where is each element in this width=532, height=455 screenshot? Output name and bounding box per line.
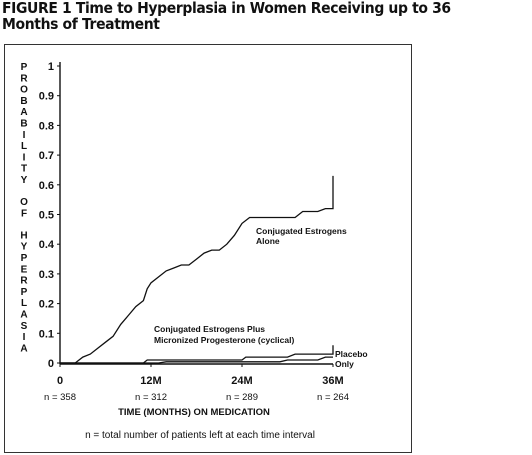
- x-tick-label: 12M: [140, 375, 161, 387]
- y-axis-label-letter: L: [21, 141, 27, 152]
- series-label-estrogens-alone: Alone: [256, 236, 280, 246]
- series-label-estrogens-plus-progesterone: Conjugated Estrogens Plus: [154, 324, 265, 334]
- y-tick-label: 0.3: [39, 269, 54, 281]
- y-axis-label-letter: E: [21, 264, 28, 275]
- y-tick-labels: 1 0.9 0.8 0.7 0.6 0.5 0.4 0.3 0.2 0.1 0: [39, 61, 60, 370]
- y-axis-label-letter: A: [20, 309, 27, 320]
- y-axis-label-letter: O: [20, 85, 28, 96]
- figure-title: FIGURE 1 Time to Hyperplasia in Women Re…: [2, 0, 451, 33]
- y-axis-label-letter: P: [21, 62, 28, 73]
- y-tick-label: 0.4: [39, 239, 55, 251]
- x-tick-label: 24M: [231, 375, 252, 387]
- y-axis-label-letter: B: [20, 119, 27, 130]
- series-placebo-line: [60, 356, 333, 364]
- y-tick-label: 0.1: [39, 328, 54, 340]
- y-tick-label: 0.2: [39, 299, 54, 311]
- series-label-estrogens-alone: Conjugated Estrogens: [256, 226, 347, 236]
- figure-frame: [4, 44, 412, 453]
- y-tick-label: 0.8: [39, 120, 54, 132]
- series-lines: [60, 175, 334, 364]
- y-tick-label: 1: [48, 61, 54, 73]
- y-axis-label-letter: I: [23, 152, 26, 163]
- x-tick-n-count: n = 264: [317, 392, 349, 403]
- x-tick-label: 0: [57, 375, 63, 387]
- x-axis-label: TIME (MONTHS) ON MEDICATION: [118, 407, 270, 418]
- y-axis-label-letter: R: [20, 73, 28, 84]
- y-tick-label: 0.9: [39, 91, 54, 103]
- x-tick-n-count: n = 289: [226, 392, 258, 403]
- footnote: n = total number of patients left at eac…: [85, 430, 315, 441]
- series-label-placebo: Only: [335, 359, 354, 369]
- series-estrogens-plus-progesterone-line: [60, 345, 334, 364]
- y-axis-label-letter: I: [23, 130, 26, 141]
- y-axis-label-letter: F: [21, 208, 27, 219]
- series-label-estrogens-plus-progesterone: Micronized Progesterone (cyclical): [154, 335, 294, 345]
- y-axis-label-letter: A: [20, 107, 27, 118]
- y-axis-label-letter: H: [20, 230, 27, 241]
- series-label-placebo: Placebo: [335, 349, 368, 359]
- y-axis-label-letter: S: [21, 321, 28, 332]
- x-tick-n-count: n = 312: [135, 392, 167, 403]
- y-axis-label-letter: Y: [21, 175, 28, 186]
- y-tick-label: 0.7: [39, 150, 54, 162]
- y-axis-label-letter: O: [20, 197, 28, 208]
- y-axis-label-letter: L: [21, 298, 27, 309]
- x-tick-label: 36M: [322, 375, 343, 387]
- x-tick-n-count: n = 358: [44, 392, 76, 403]
- y-tick-label: 0.6: [39, 180, 54, 192]
- y-axis-label-letter: P: [21, 253, 28, 264]
- y-axis-label-letter: I: [23, 332, 26, 343]
- y-axis-label-letter: B: [20, 96, 27, 107]
- y-axis-label-letter: T: [21, 164, 27, 175]
- y-tick-label: 0: [48, 358, 54, 370]
- y-tick-label: 0.5: [39, 210, 54, 222]
- series-estrogens-alone-line: [60, 175, 334, 364]
- y-axis-label-letter: A: [20, 343, 27, 354]
- y-axis-label-letter: R: [20, 276, 28, 287]
- x-tick-labels: 0 n = 358 12M n = 312 24M n = 289 36M n = 264: [44, 364, 349, 403]
- y-axis-label-letter: P: [21, 287, 28, 298]
- y-axis-label-letter: Y: [21, 242, 28, 253]
- axes: [59, 62, 333, 365]
